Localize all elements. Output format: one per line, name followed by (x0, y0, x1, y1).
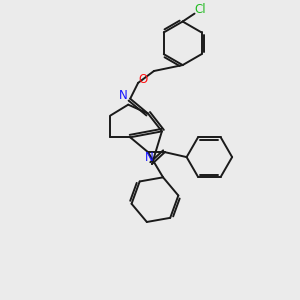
Text: N: N (145, 151, 153, 164)
Text: N: N (119, 89, 128, 102)
Text: O: O (138, 74, 148, 86)
Text: Cl: Cl (195, 3, 206, 16)
